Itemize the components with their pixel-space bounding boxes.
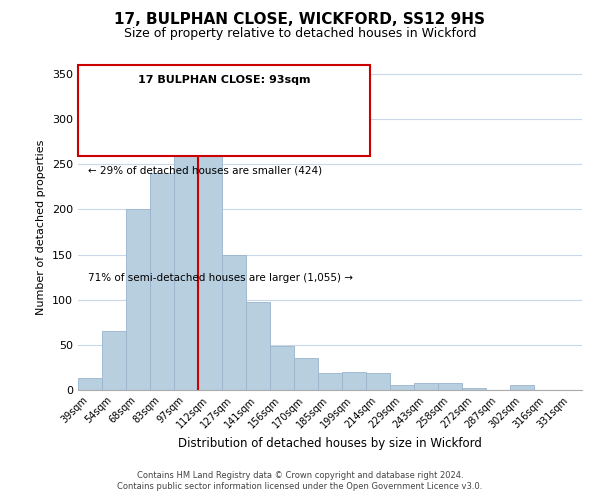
Bar: [246, 302, 270, 390]
Bar: [390, 386, 414, 390]
Bar: [222, 254, 246, 390]
Bar: [174, 139, 198, 390]
Bar: [294, 358, 318, 390]
Bar: [462, 388, 486, 390]
Text: Contains HM Land Registry data © Crown copyright and database right 2024.: Contains HM Land Registry data © Crown c…: [137, 471, 463, 480]
Bar: [342, 372, 366, 390]
Bar: [102, 332, 126, 390]
Bar: [318, 373, 342, 390]
Bar: [198, 128, 222, 390]
Text: 17 BULPHAN CLOSE: 93sqm: 17 BULPHAN CLOSE: 93sqm: [138, 74, 310, 85]
Bar: [414, 383, 438, 390]
X-axis label: Distribution of detached houses by size in Wickford: Distribution of detached houses by size …: [178, 437, 482, 450]
Bar: [366, 373, 390, 390]
Text: Contains public sector information licensed under the Open Government Licence v3: Contains public sector information licen…: [118, 482, 482, 491]
Bar: [510, 386, 534, 390]
Text: Size of property relative to detached houses in Wickford: Size of property relative to detached ho…: [124, 28, 476, 40]
Text: 17, BULPHAN CLOSE, WICKFORD, SS12 9HS: 17, BULPHAN CLOSE, WICKFORD, SS12 9HS: [115, 12, 485, 28]
Bar: [126, 210, 150, 390]
Bar: [150, 174, 174, 390]
Bar: [438, 383, 462, 390]
FancyBboxPatch shape: [78, 65, 370, 156]
Bar: [78, 378, 102, 390]
Bar: [270, 346, 294, 390]
Text: 71% of semi-detached houses are larger (1,055) →: 71% of semi-detached houses are larger (…: [88, 273, 353, 283]
Y-axis label: Number of detached properties: Number of detached properties: [37, 140, 46, 315]
Text: ← 29% of detached houses are smaller (424): ← 29% of detached houses are smaller (42…: [88, 166, 322, 176]
